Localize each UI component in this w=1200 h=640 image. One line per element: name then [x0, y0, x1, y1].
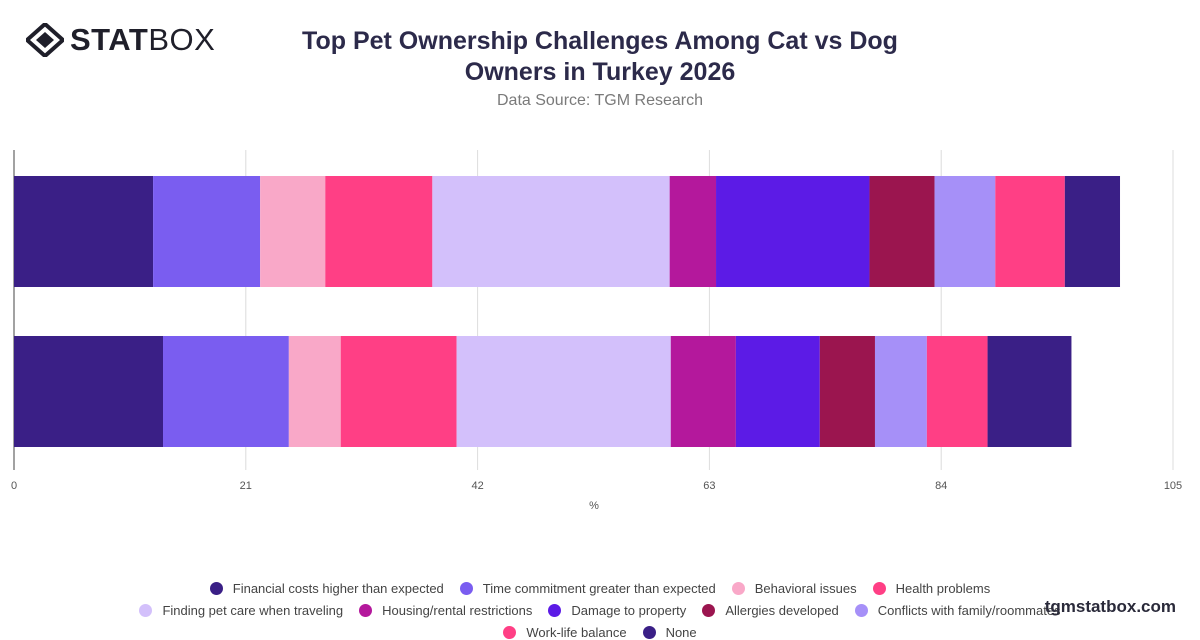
statbox-logo: STATBOX	[26, 22, 215, 58]
bar-segment-1-4	[325, 176, 433, 287]
stacked-bar-chart: 0 21 42 63 84 105%	[11, 150, 1182, 512]
bar-segment-1-2	[153, 176, 261, 287]
logo-text-light: BOX	[148, 22, 216, 57]
legend-swatch	[548, 603, 562, 617]
legend-swatch	[731, 581, 745, 595]
legend-item: Health problems	[872, 580, 991, 596]
logo-text-bold: STAT	[70, 22, 149, 57]
legend-label: Work-life balance	[526, 624, 627, 640]
legend-item: Work-life balance	[503, 624, 627, 640]
bar-segment-2-1	[14, 336, 164, 447]
legend-item: Behavioral issues	[731, 580, 857, 596]
legend-item: Housing/rental restrictions	[359, 602, 532, 618]
bar-segment-1-10	[995, 176, 1065, 287]
bar-segment-2-9	[874, 336, 927, 447]
bar-segment-1-11	[1064, 176, 1121, 287]
x-axis-label: %	[589, 500, 599, 512]
legend-item: Financial costs higher than expected	[209, 580, 444, 596]
legend-swatch	[459, 581, 473, 595]
legend-label: Time commitment greater than expected	[482, 580, 716, 596]
legend-swatch	[359, 603, 373, 617]
legend-label: Damage to property	[571, 602, 687, 618]
logo-text: STATBOX	[70, 22, 215, 58]
legend-swatch	[854, 603, 868, 617]
bar-segment-1-9	[934, 176, 996, 287]
bar-segment-2-11	[987, 336, 1072, 447]
bar-segment-2-10	[926, 336, 988, 447]
bar-segment-2-4	[340, 336, 457, 447]
bar-segment-1-3	[260, 176, 326, 287]
legend-item: Conflicts with family/roommates	[854, 602, 1061, 618]
legend-label: Housing/rental restrictions	[382, 602, 533, 618]
legend-label: Conflicts with family/roommates	[877, 602, 1061, 618]
bar-segment-1-5	[432, 176, 670, 287]
bar-segment-1-1	[14, 176, 154, 287]
x-tick-label: 21	[240, 480, 252, 492]
legend-label: None	[665, 624, 697, 640]
x-tick-label: 84	[935, 480, 947, 492]
bar-segment-2-8	[819, 336, 875, 447]
legend-swatch	[642, 625, 656, 639]
legend-label: Behavioral issues	[754, 580, 857, 596]
x-tick-label: 105	[1164, 480, 1182, 492]
bar-segment-2-3	[288, 336, 341, 447]
legend-label: Finding pet care when traveling	[162, 602, 344, 618]
legend-label: Financial costs higher than expected	[232, 580, 444, 596]
x-tick-label: 42	[471, 480, 483, 492]
bar-segment-1-6	[669, 176, 717, 287]
bar-segment-2-7	[735, 336, 820, 447]
legend-swatch	[139, 603, 153, 617]
legend-item: Finding pet care when traveling	[139, 602, 343, 618]
bar-segment-2-5	[456, 336, 671, 447]
brand-url: tgmstatbox.com	[1044, 597, 1176, 616]
legend-swatch	[503, 625, 517, 639]
bar-segment-1-7	[716, 176, 870, 287]
legend-item: None	[642, 624, 697, 640]
legend-swatch	[872, 581, 886, 595]
bar-segment-2-2	[163, 336, 289, 447]
bar-segment-2-6	[670, 336, 736, 447]
x-tick-label: 63	[703, 480, 715, 492]
diamond-logo-icon	[26, 23, 64, 57]
legend-label: Health problems	[895, 580, 991, 596]
legend-item: Damage to property	[548, 602, 686, 618]
legend-label: Allergies developed	[725, 602, 839, 618]
legend-swatch	[702, 603, 716, 617]
legend-item: Time commitment greater than expected	[459, 580, 716, 596]
x-tick-label: 0	[11, 480, 17, 492]
chart-legend: Financial costs higher than expected Time…	[100, 580, 1100, 640]
legend-swatch	[209, 581, 223, 595]
chart-title: Top Pet Ownership Challenges Among Cat v…	[302, 27, 898, 86]
bar-segment-1-8	[869, 176, 935, 287]
chart-subtitle: Data Source: TGM Research	[496, 92, 703, 109]
legend-item: Allergies developed	[702, 602, 839, 618]
